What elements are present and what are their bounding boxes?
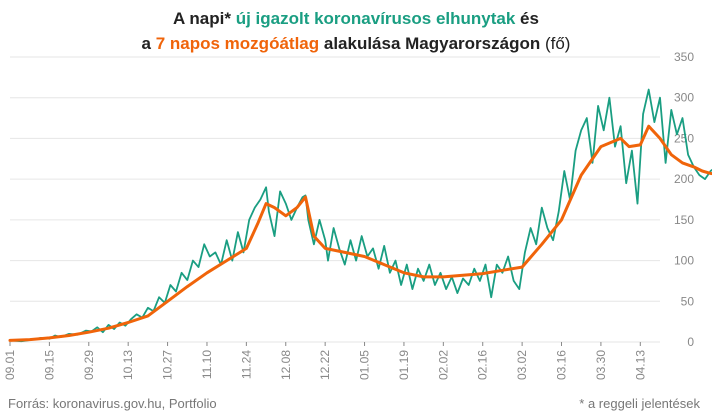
chart-title-line2: a 7 napos mozgóátlag alakulása Magyarors… [0, 31, 712, 56]
x-tick-label: 11.24 [239, 350, 253, 379]
x-tick-label: 02.16 [476, 350, 490, 380]
moving-average-line [8, 124, 712, 342]
title-daily-highlight: új igazolt koronavírusos elhunytak [235, 9, 516, 28]
x-tick-label: 01.05 [358, 350, 372, 380]
x-tick-label: 04.13 [633, 350, 647, 380]
y-tick-label: 350 [674, 50, 694, 64]
daily-deaths-line [9, 88, 712, 343]
title-prefix-1: A napi* [173, 9, 236, 28]
x-tick-label: 12.22 [318, 350, 332, 380]
x-tick-label: 09.29 [82, 350, 96, 380]
title-prefix-2: a [141, 34, 156, 53]
title-suffix-1: és [515, 9, 539, 28]
y-tick-label: 50 [681, 294, 695, 308]
title-average-highlight: 7 napos mozgóátlag [155, 34, 320, 53]
y-tick-label: 250 [674, 131, 694, 145]
title-middle-2: alakulása Magyarországon [319, 34, 541, 53]
x-tick-label: 01.19 [397, 350, 411, 380]
x-tick-label: 10.13 [121, 350, 135, 380]
x-tick-label: 09.01 [3, 350, 17, 380]
x-tick-label: 03.30 [594, 350, 608, 380]
x-tick-label: 12.08 [279, 350, 293, 380]
title-unit: (fő) [540, 34, 571, 53]
x-axis-ticks: 09.01 09.15 09.29 10.13 10.27 11.10 11.24 12.08… [3, 342, 647, 380]
x-tick-label: 02.02 [436, 350, 450, 380]
chart-title: A napi* új igazolt koronavírusos elhunyt… [0, 6, 712, 56]
x-tick-label: 03.16 [555, 350, 569, 380]
y-tick-label: 200 [674, 172, 694, 186]
x-tick-label: 10.27 [161, 350, 175, 380]
data-series [8, 88, 712, 343]
x-tick-label: 11.10 [200, 350, 214, 379]
footnote: * a reggeli jelentések [579, 396, 700, 411]
y-tick-label: 150 [674, 213, 694, 227]
y-axis-ticks: 0 50 100 150 200 250 300 350 [674, 50, 694, 349]
y-tick-label: 300 [674, 91, 694, 105]
x-tick-label: 09.15 [42, 350, 56, 380]
source-note: Forrás: koronavirus.gov.hu, Portfolio [8, 396, 217, 411]
grid-lines [10, 56, 660, 343]
y-tick-label: 0 [687, 335, 694, 349]
x-tick-label: 03.02 [515, 350, 529, 380]
chart-title-line1: A napi* új igazolt koronavírusos elhunyt… [0, 6, 712, 31]
y-tick-label: 100 [674, 254, 694, 268]
